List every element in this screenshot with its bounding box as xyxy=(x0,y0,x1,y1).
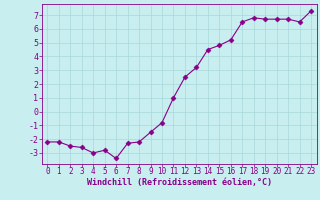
X-axis label: Windchill (Refroidissement éolien,°C): Windchill (Refroidissement éolien,°C) xyxy=(87,178,272,187)
